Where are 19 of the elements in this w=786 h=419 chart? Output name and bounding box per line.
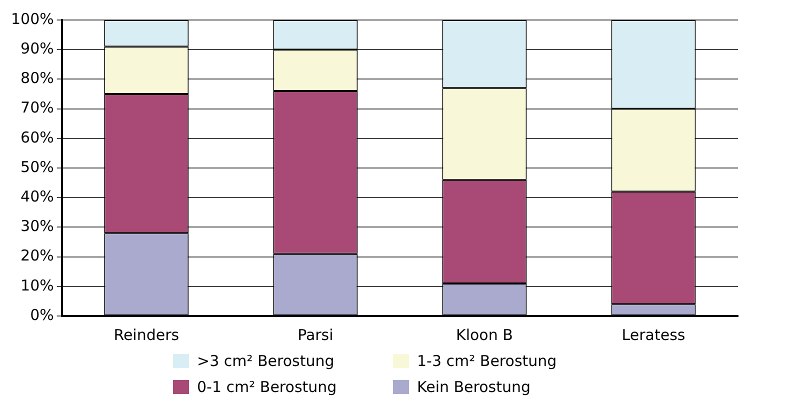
- legend-label: Kein Berostung: [417, 378, 531, 396]
- legend-label: >3 cm² Berostung: [197, 352, 334, 370]
- y-tick-label: 20%: [20, 246, 54, 265]
- legend-label: 1-3 cm² Berostung: [417, 352, 557, 370]
- y-tick-label: 0%: [30, 306, 54, 324]
- y-tick-label: 30%: [20, 217, 54, 236]
- y-tick-label: 90%: [20, 39, 54, 58]
- x-tick-label: Leratess: [622, 326, 686, 344]
- y-tick-label: 80%: [20, 69, 54, 88]
- y-tick-label: 50%: [20, 158, 54, 176]
- y-tick-label: 40%: [20, 187, 54, 206]
- x-tick-label: Kloon B: [456, 326, 513, 344]
- legend-label: 0-1 cm² Berostung: [197, 378, 337, 396]
- y-tick-label: 100%: [10, 10, 54, 28]
- y-tick-label: 60%: [20, 128, 54, 146]
- y-tick-label: 10%: [20, 276, 54, 294]
- x-tick-label: Parsi: [298, 326, 334, 344]
- x-tick-label: Reinders: [114, 326, 180, 344]
- y-tick-label: 70%: [20, 98, 54, 117]
